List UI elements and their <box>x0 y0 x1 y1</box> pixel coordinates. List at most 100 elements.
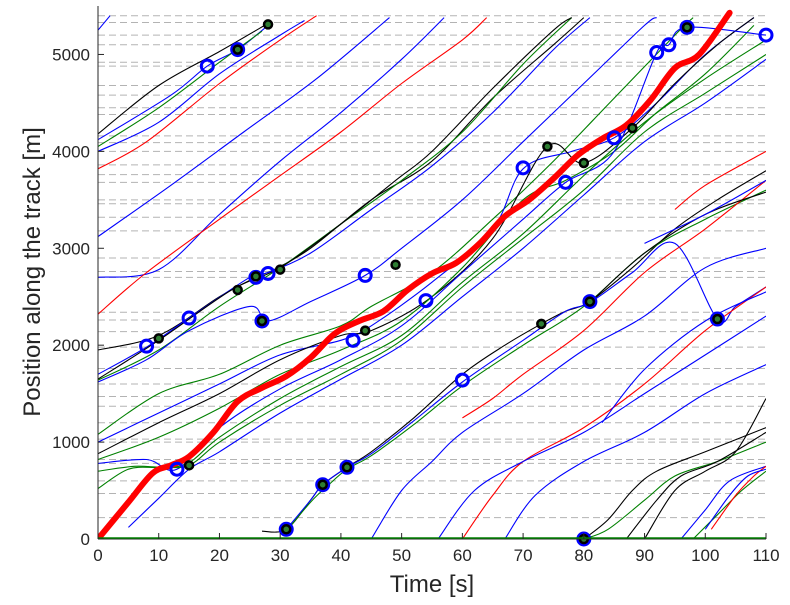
trajectory-line <box>692 470 766 539</box>
x-tick-labels: 0 10 20 30 40 50 60 70 80 90 100 110 <box>93 533 780 565</box>
trajectory-line <box>644 179 766 244</box>
y-tick-label: 3000 <box>52 239 90 258</box>
x-tick-label: 90 <box>635 546 654 565</box>
marker-black-dot <box>578 157 590 169</box>
trajectory-line <box>601 291 766 424</box>
x-tick-label: 60 <box>453 546 472 565</box>
x-tick-label: 0 <box>93 546 102 565</box>
marker-blue-circle <box>661 37 677 53</box>
marker-black-dot <box>153 333 164 344</box>
marker-black-dot <box>232 44 243 55</box>
trajectory-line <box>710 465 766 530</box>
trajectory-line <box>644 398 766 539</box>
x-axis-label: Time [s] <box>390 571 474 598</box>
marker-black-dot <box>536 318 547 330</box>
marker-black-dot <box>390 259 401 270</box>
x-tick-label: 20 <box>210 546 229 565</box>
trajectory-line <box>98 20 305 152</box>
reference-lines <box>98 15 766 519</box>
marker-black-dot <box>183 460 195 471</box>
trajectory-line <box>98 17 755 455</box>
y-tick-labels: 0 1000 2000 3000 4000 5000 <box>52 45 104 549</box>
marker-black-dot <box>232 284 243 296</box>
x-tick-label: 100 <box>691 546 719 565</box>
marker-blue-circle <box>758 27 774 43</box>
trajectory-line <box>704 468 766 530</box>
x-tick-label: 70 <box>514 546 533 565</box>
highlight-trajectory <box>98 9 733 539</box>
trajectory-line <box>370 247 766 539</box>
x-tick-label: 80 <box>574 546 593 565</box>
marker-blue-circle <box>606 130 622 146</box>
trajectory-line <box>437 315 766 539</box>
marker-black-dot <box>262 19 274 30</box>
marker-blue-circle <box>315 477 331 493</box>
trajectory-line <box>674 150 766 210</box>
x-tick-label: 40 <box>331 546 350 565</box>
trajectory-line <box>98 24 269 141</box>
marker-blue-circle <box>339 459 355 475</box>
y-tick-label: 4000 <box>52 142 90 161</box>
marker-blue-circle <box>230 42 246 58</box>
marker-blue-circle <box>357 267 373 283</box>
x-tick-label: 30 <box>271 546 290 565</box>
highlight-trajectory-layer <box>98 9 733 539</box>
x-tick-label: 10 <box>149 546 168 565</box>
y-tick-label: 0 <box>81 530 90 549</box>
marker-blue-circle <box>254 313 270 329</box>
marker-black-dot <box>627 122 638 134</box>
marker-black-dot <box>712 313 723 325</box>
x-tick-label: 110 <box>752 546 779 565</box>
axes <box>97 6 766 540</box>
trajectory-line <box>98 15 111 31</box>
trajectory-line <box>98 22 269 135</box>
marker-black-dot <box>341 462 353 473</box>
trajectory-line <box>98 17 488 315</box>
marker-black-dot <box>542 141 553 152</box>
marker-blue-circle <box>418 293 434 309</box>
trajectory-line <box>285 241 766 530</box>
trajectory-line <box>98 17 657 383</box>
trajectory-line <box>98 15 317 170</box>
marker-blue-circle <box>345 332 361 348</box>
trajectory-line <box>98 17 445 278</box>
marker-blue-circle <box>709 311 725 327</box>
marker-black-dot <box>317 479 328 490</box>
trajectory-line <box>583 427 766 539</box>
marker-blue-circle <box>515 160 531 176</box>
marker-blue-circle <box>260 265 276 281</box>
trajectory-line <box>98 17 573 380</box>
y-tick-label: 1000 <box>52 433 90 452</box>
marker-black-dot <box>584 296 596 307</box>
marker-black-dot <box>359 325 371 336</box>
marker-blue-circle <box>649 45 665 61</box>
trajectory-line <box>98 17 390 238</box>
trajectory-line <box>461 286 766 539</box>
marker-black-dot <box>250 271 262 282</box>
trajectory-line <box>583 441 766 539</box>
marker-blue-circle <box>169 461 185 477</box>
marker-black-dot <box>256 315 268 327</box>
x-tick-label: 50 <box>392 546 411 565</box>
trajectory-line <box>504 364 766 539</box>
marker-blue-circle <box>582 294 598 310</box>
marker-blue-circle <box>278 521 294 537</box>
marker-black-dot <box>281 524 292 535</box>
y-tick-label: 2000 <box>52 336 90 355</box>
y-axis-label: Position along the track [m] <box>19 127 46 416</box>
trajectory-line <box>98 17 585 351</box>
marker-blue-circle <box>139 338 155 354</box>
y-tick-label: 5000 <box>52 45 90 64</box>
marker-black-dot <box>681 22 693 33</box>
marker-blue-circle <box>181 310 197 326</box>
marker-blue-circle <box>454 372 470 388</box>
trajectory-line <box>680 465 766 539</box>
marker-blue-circle <box>558 174 574 190</box>
marker-blue-circle <box>199 58 215 74</box>
trajectory-line <box>462 179 766 419</box>
marker-blue-circle <box>679 19 695 35</box>
trajectory-line <box>625 431 766 539</box>
marker-black-dot <box>274 264 286 275</box>
trajectory-line <box>98 17 591 375</box>
